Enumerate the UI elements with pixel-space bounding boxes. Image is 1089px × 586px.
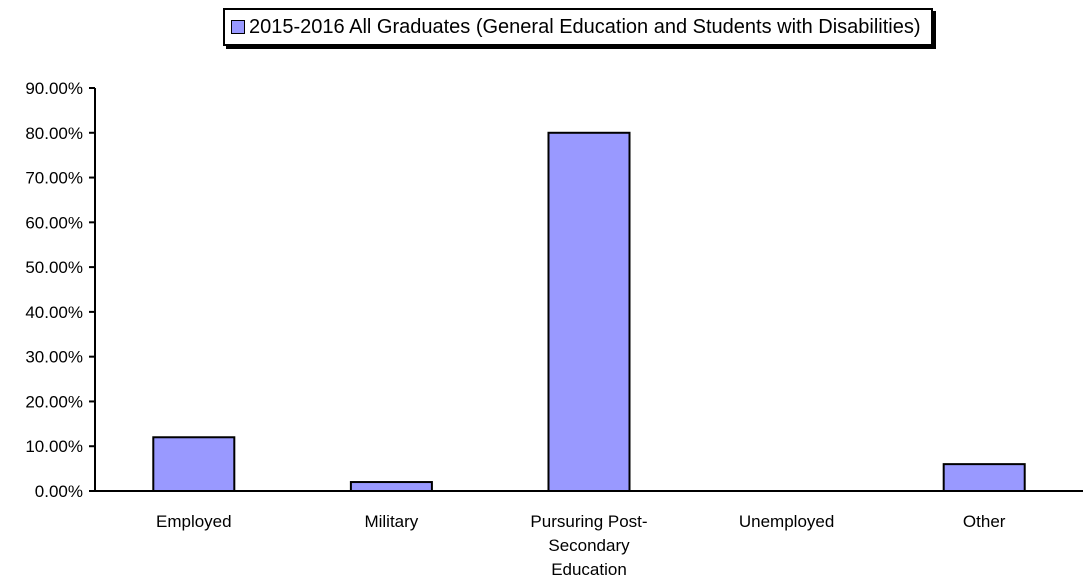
bar xyxy=(152,436,236,492)
y-tick-label: 20.00% xyxy=(25,392,83,411)
y-tick-label: 0.00% xyxy=(35,482,83,501)
y-tick-label: 10.00% xyxy=(25,437,83,456)
y-tick-label: 30.00% xyxy=(25,348,83,367)
x-tick-label: Other xyxy=(963,512,1006,531)
x-tick-label: Pursuring Post-Secondary Education xyxy=(530,512,647,579)
y-tick-label: 80.00% xyxy=(25,124,83,143)
x-tick-label: Employed xyxy=(156,512,232,531)
y-tick-label: 50.00% xyxy=(25,258,83,277)
legend-label: 2015-2016 All Graduates (General Educati… xyxy=(249,15,921,38)
bars xyxy=(152,131,1026,492)
bar xyxy=(547,131,631,492)
y-tick-label: 90.00% xyxy=(25,79,83,98)
x-tick-label: Unemployed xyxy=(739,512,834,531)
legend: 2015-2016 All Graduates (General Educati… xyxy=(223,8,933,46)
legend-swatch xyxy=(231,20,245,34)
y-tick-label: 60.00% xyxy=(25,213,83,232)
bar xyxy=(349,481,433,492)
bar xyxy=(942,463,1026,492)
y-tick-label: 70.00% xyxy=(25,169,83,188)
x-axis-labels: Employed Military Pursuring Post-Secondary… xyxy=(156,512,1006,579)
y-axis-ticks: 0.00% 10.00% 20.00% 30.00% 40.00% 50.00% 60.00… xyxy=(25,79,95,501)
y-tick-label: 40.00% xyxy=(25,303,83,322)
x-tick-label: Military xyxy=(364,512,418,531)
